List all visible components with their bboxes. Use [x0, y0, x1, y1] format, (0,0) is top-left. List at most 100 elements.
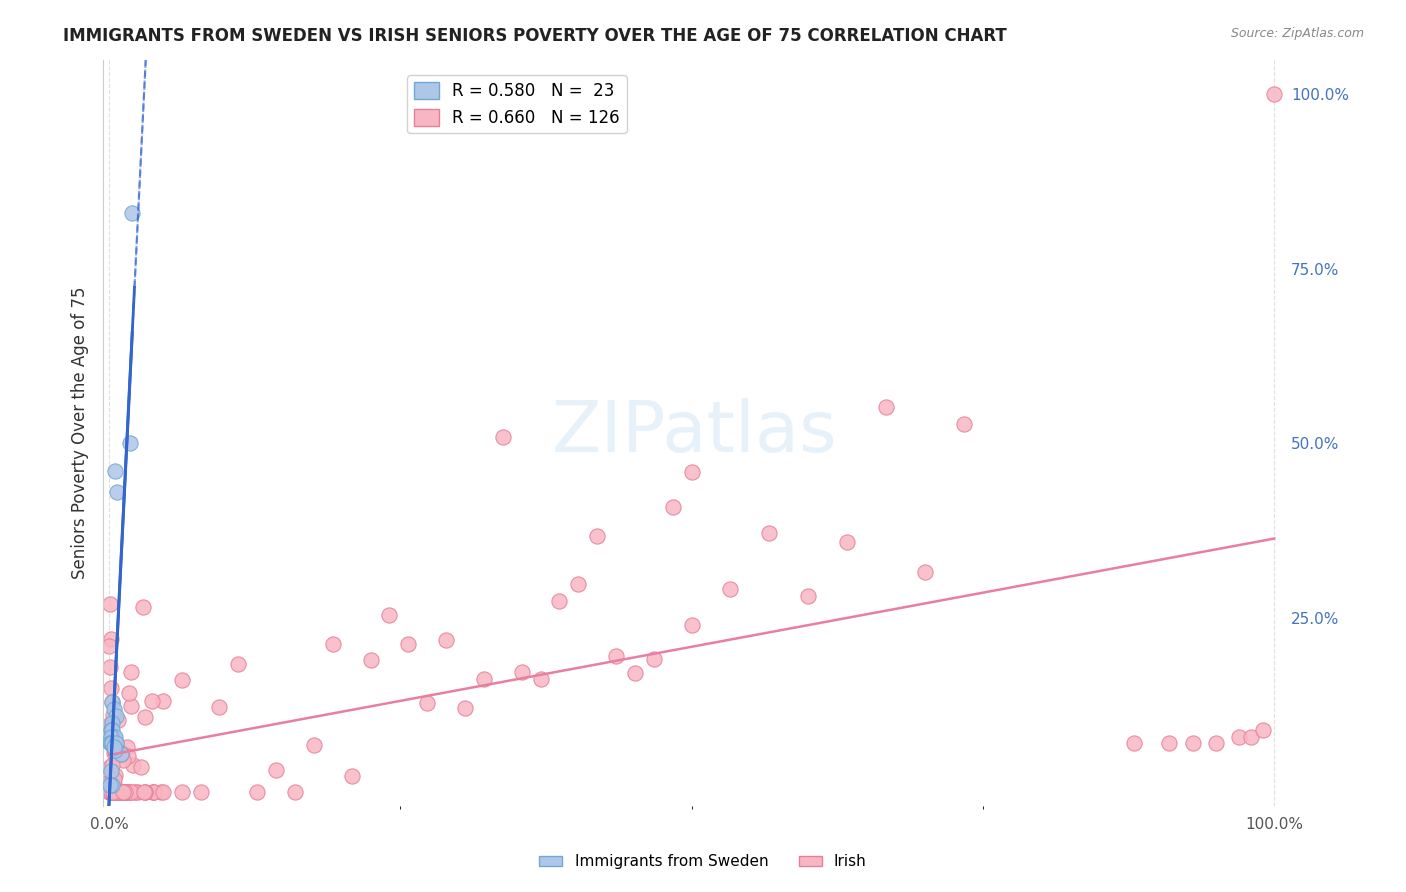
Point	[129, 760, 152, 774]
Point	[340, 769, 363, 783]
Point	[100, 764, 122, 779]
Point	[122, 758, 145, 772]
Point	[396, 637, 419, 651]
Point	[108, 785, 131, 799]
Point	[142, 785, 165, 799]
Point	[264, 763, 287, 777]
Point	[875, 400, 897, 414]
Point	[98, 724, 121, 739]
Point	[101, 778, 124, 792]
Point	[360, 652, 382, 666]
Point	[103, 772, 125, 786]
Point	[104, 743, 127, 757]
Point	[98, 597, 121, 611]
Point	[115, 785, 138, 799]
Point	[302, 738, 325, 752]
Point	[1159, 737, 1181, 751]
Point	[98, 760, 121, 774]
Point	[605, 648, 627, 663]
Text: IMMIGRANTS FROM SWEDEN VS IRISH SENIORS POVERTY OVER THE AGE OF 75 CORRELATION C: IMMIGRANTS FROM SWEDEN VS IRISH SENIORS …	[63, 27, 1007, 45]
Point	[529, 672, 551, 686]
Point	[132, 599, 155, 614]
Point	[110, 747, 132, 761]
Point	[142, 785, 165, 799]
Point	[100, 785, 122, 799]
Point	[118, 785, 141, 799]
Point	[100, 758, 122, 772]
Point	[118, 436, 141, 450]
Point	[105, 785, 128, 799]
Point	[1240, 730, 1263, 744]
Point	[100, 730, 122, 744]
Point	[952, 417, 974, 431]
Point	[1251, 723, 1274, 737]
Point	[100, 632, 122, 646]
Point	[100, 772, 122, 787]
Point	[97, 639, 120, 653]
Point	[492, 430, 515, 444]
Point	[103, 730, 125, 744]
Point	[416, 696, 439, 710]
Point	[105, 485, 128, 500]
Point	[105, 737, 128, 751]
Point	[101, 695, 124, 709]
Point	[101, 785, 124, 799]
Point	[643, 652, 665, 666]
Point	[548, 594, 571, 608]
Point	[104, 767, 127, 781]
Point	[103, 785, 125, 799]
Point	[124, 785, 146, 799]
Point	[112, 785, 135, 799]
Point	[104, 785, 127, 799]
Point	[98, 717, 121, 731]
Point	[120, 665, 142, 680]
Point	[105, 785, 128, 799]
Point	[454, 701, 477, 715]
Point	[510, 665, 533, 679]
Legend: R = 0.580   N =  23, R = 0.660   N = 126: R = 0.580 N = 23, R = 0.660 N = 126	[408, 76, 627, 134]
Point	[150, 785, 173, 799]
Point	[1181, 737, 1204, 751]
Point	[98, 785, 121, 799]
Point	[100, 681, 122, 695]
Text: Source: ZipAtlas.com: Source: ZipAtlas.com	[1230, 27, 1364, 40]
Point	[98, 785, 121, 799]
Point	[103, 737, 125, 751]
Point	[114, 785, 136, 799]
Point	[117, 748, 139, 763]
Point	[378, 608, 401, 623]
Point	[228, 657, 250, 672]
Point	[172, 785, 194, 799]
Y-axis label: Seniors Poverty Over the Age of 75: Seniors Poverty Over the Age of 75	[72, 286, 89, 579]
Point	[681, 618, 703, 632]
Point	[114, 785, 136, 799]
Point	[98, 778, 121, 792]
Point	[98, 731, 121, 746]
Point	[98, 659, 121, 673]
Point	[835, 535, 858, 549]
Point	[101, 715, 124, 730]
Point	[758, 526, 780, 541]
Point	[105, 743, 128, 757]
Point	[110, 747, 132, 761]
Point	[797, 589, 820, 603]
Point	[111, 753, 134, 767]
Point	[103, 776, 125, 790]
Point	[120, 785, 142, 799]
Point	[472, 673, 495, 687]
Point	[322, 637, 344, 651]
Point	[110, 747, 132, 761]
Point	[118, 785, 141, 799]
Point	[661, 500, 683, 514]
Point	[103, 785, 125, 799]
Point	[284, 785, 307, 799]
Point	[112, 785, 135, 799]
Point	[101, 695, 124, 709]
Point	[104, 737, 127, 751]
Point	[121, 206, 143, 220]
Point	[134, 785, 156, 799]
Point	[104, 730, 127, 744]
Point	[104, 708, 127, 723]
Point	[103, 739, 125, 754]
Legend: Immigrants from Sweden, Irish: Immigrants from Sweden, Irish	[533, 848, 873, 875]
